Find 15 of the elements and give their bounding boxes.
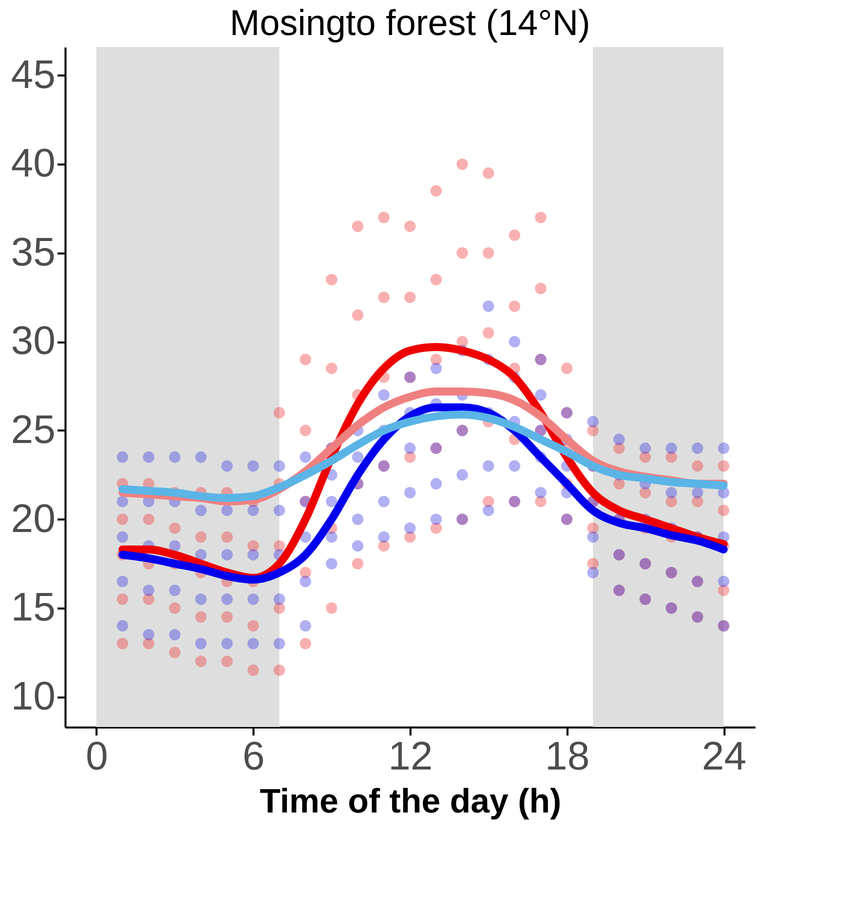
y-tick-label: 45 xyxy=(11,52,56,97)
chart-title: Mosingto forest (14°N) xyxy=(230,2,590,43)
y-tick-label: 20 xyxy=(11,496,56,541)
y-tick-label: 10 xyxy=(11,674,56,718)
y-tick-label: 25 xyxy=(11,408,56,452)
x-tick-label: 0 xyxy=(86,734,108,778)
x-tick-label: 18 xyxy=(545,734,590,778)
x-axis-title: Time of the day (h) xyxy=(260,782,562,820)
x-tick-label: 6 xyxy=(242,734,265,778)
y-tick-label: 35 xyxy=(11,230,56,274)
y-tick-label: 15 xyxy=(11,586,56,630)
x-tick-label: 24 xyxy=(702,734,746,778)
y-tick-label: 30 xyxy=(11,319,56,364)
x-tick-label: 12 xyxy=(388,734,433,778)
y-tick-label: 40 xyxy=(11,142,56,186)
